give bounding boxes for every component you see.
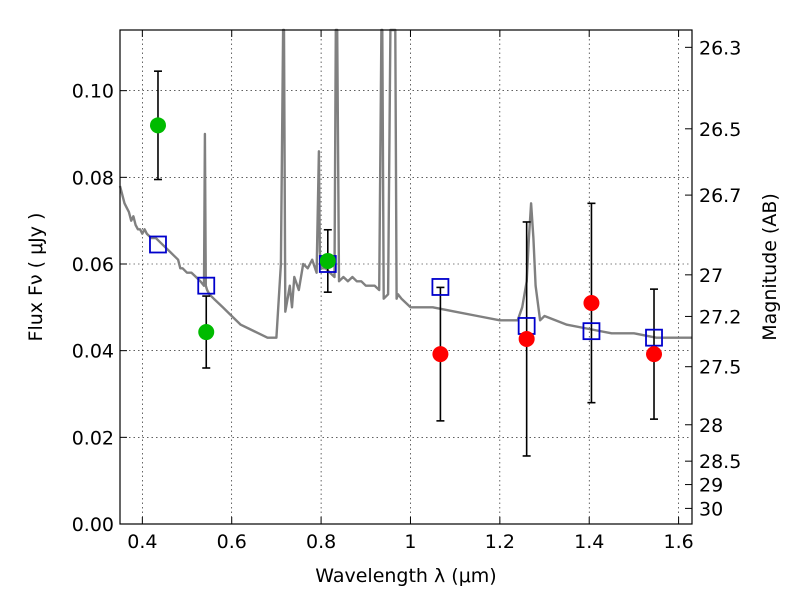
y2-axis-label: Magnitude (AB) (759, 193, 781, 341)
mag-tick-label: 27.5 (699, 357, 741, 379)
x-tick-label: 0.6 (217, 531, 247, 553)
mag-tick-label: 26.7 (699, 185, 741, 207)
mag-tick-label: 26.3 (699, 37, 741, 59)
y-tick-label: 0.10 (72, 81, 114, 103)
model-point (582, 322, 601, 341)
plot-frame (119, 29, 693, 525)
model-spectrum (118, 28, 692, 339)
y-tick-label: 0.00 (72, 514, 114, 536)
mag-tick-label: 27 (699, 265, 723, 287)
upper-limit-point (518, 330, 535, 347)
y-tick-label: 0.04 (72, 341, 114, 363)
error-bars (153, 70, 659, 457)
model-point (197, 276, 216, 295)
model-point (645, 328, 663, 347)
y-tick-label: 0.02 (72, 427, 114, 449)
markers (149, 117, 663, 363)
mag-tick-label: 28 (699, 415, 723, 437)
mag-tick-label: 29 (699, 475, 723, 497)
x-tick-label: 1.4 (574, 531, 604, 553)
upper-limit-point (432, 346, 449, 363)
x-tick-label: 0.4 (127, 531, 157, 553)
y-tick-label: 0.06 (72, 254, 114, 276)
y-axis-label: Flux Fν ( μJy ) (25, 213, 47, 342)
detection-point (319, 252, 336, 269)
axis-ticks: 0.4 0.6 0.8 1 1.2 1.4 1.6 0.00 0.02 0.04 0.06 0.08 0… (72, 30, 741, 553)
upper-limit-point (646, 346, 663, 363)
x-tick-label: 1.2 (485, 531, 515, 553)
detection-point (149, 117, 166, 134)
x-tick-label: 0.8 (306, 531, 336, 553)
model-point (149, 235, 167, 254)
detection-point (198, 324, 215, 341)
mag-tick-label: 30 (699, 498, 723, 520)
mag-tick-label: 28.5 (699, 451, 741, 473)
x-tick-label: 1 (404, 531, 416, 553)
x-axis-label: Wavelength λ (μm) (315, 565, 496, 587)
upper-limit-point (583, 295, 600, 311)
mag-tick-label: 27.2 (699, 306, 741, 328)
spectrum-line (118, 28, 692, 339)
model-point (431, 278, 450, 296)
mag-tick-label: 26.5 (699, 119, 741, 141)
y-tick-label: 0.08 (72, 167, 114, 189)
x-tick-label: 1.6 (663, 531, 693, 553)
